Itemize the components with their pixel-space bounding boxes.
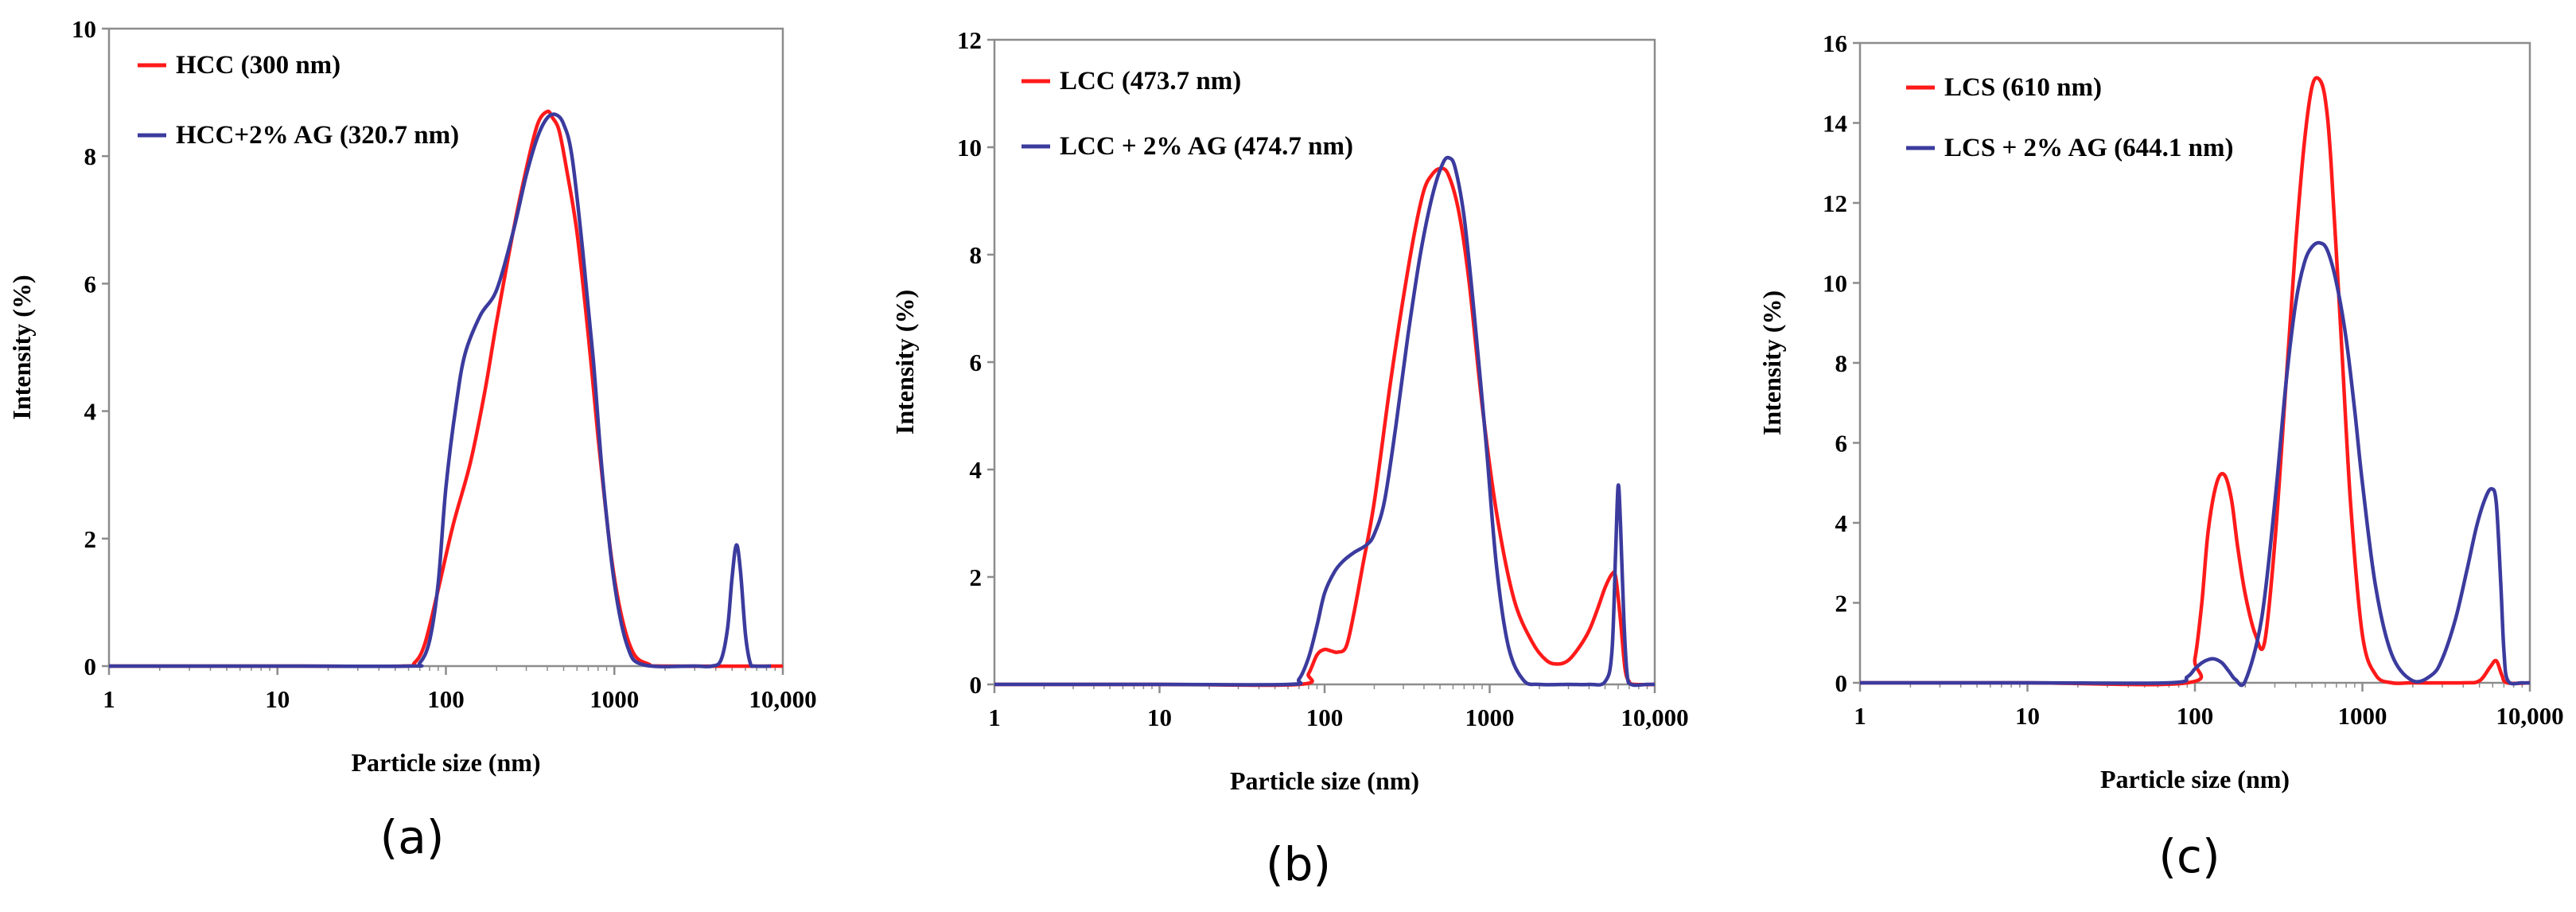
y-tick-label: 14	[1823, 110, 1847, 138]
y-tick-label: 6	[1835, 430, 1848, 458]
x-tick-label: 1	[1854, 702, 1866, 730]
y-tick-label: 2	[1835, 590, 1848, 618]
x-tick-label: 10	[1147, 703, 1172, 731]
legend-label: LCC (473.7 nm)	[1060, 67, 1241, 95]
y-tick-label: 6	[970, 349, 983, 376]
y-tick-label: 6	[84, 270, 97, 298]
legend-label: HCC (300 nm)	[176, 51, 340, 80]
x-tick-label: 1000	[1465, 703, 1515, 731]
y-tick-label: 8	[970, 241, 983, 269]
chart-panel-2: 0 2 4 6 8 10 12 1 10 100 1000 10,000 Particle size (…	[890, 26, 1689, 891]
y-tick-label: 8	[1835, 349, 1848, 377]
series-line-1	[1859, 76, 2531, 687]
y-axis-title: Intensity (%)	[7, 275, 36, 419]
y-tick-label: 16	[1823, 29, 1847, 57]
x-axis-title: Particle size (nm)	[2100, 765, 2290, 793]
y-tick-label: 0	[84, 653, 97, 680]
x-tick-label: 10,000	[749, 685, 816, 713]
legend-label: LCC + 2% AG (474.7 nm)	[1060, 132, 1353, 161]
panel-label: (a)	[380, 810, 445, 864]
y-tick-label: 10	[1823, 270, 1847, 298]
chart-panel-3: 0 2 4 6 8 10 12 14 16 1 10 100 1000 10,000 Particle si…	[1757, 29, 2564, 883]
y-tick-label: 8	[84, 142, 97, 170]
y-tick-label: 4	[970, 456, 983, 484]
panel-label: (c)	[2158, 829, 2220, 883]
x-tick-label: 10	[265, 685, 290, 713]
series-line-1	[109, 109, 784, 668]
series-line-2	[994, 155, 1655, 688]
chart-panel-1: 0 2 4 6 8 10 1 10 100 1000 10,000 Particle size (nm…	[7, 15, 817, 864]
y-axis-title: Intensity (%)	[1757, 290, 1786, 435]
x-axis-title: Particle size (nm)	[351, 748, 540, 777]
x-tick-label: 1000	[590, 685, 639, 713]
y-tick-label: 10	[72, 15, 96, 43]
x-tick-label: 10,000	[2496, 702, 2563, 730]
y-tick-label: 2	[970, 563, 983, 591]
series-line-2	[109, 112, 772, 668]
series-line-2	[1859, 240, 2531, 688]
y-tick-label: 0	[1835, 669, 1848, 697]
x-axis-title: Particle size (nm)	[1230, 766, 1419, 795]
legend-label: LCS (610 nm)	[1944, 73, 2102, 102]
y-tick-label: 12	[1823, 189, 1847, 217]
legend-label: LCS + 2% AG (644.1 nm)	[1944, 134, 2234, 162]
x-tick-label: 100	[427, 685, 465, 713]
y-axis-title: Intensity (%)	[890, 290, 919, 435]
y-tick-label: 2	[84, 525, 97, 553]
x-tick-label: 10	[2015, 702, 2040, 730]
x-tick-label: 1	[103, 685, 115, 713]
x-tick-label: 100	[2177, 702, 2214, 730]
legend-label: HCC+2% AG (320.7 nm)	[176, 121, 459, 150]
y-tick-label: 4	[84, 398, 97, 426]
y-tick-label: 10	[957, 134, 982, 162]
series-line-1	[994, 166, 1656, 688]
x-tick-label: 1000	[2338, 702, 2387, 730]
panel-label: (b)	[1266, 837, 1331, 891]
x-tick-label: 10,000	[1621, 703, 1688, 731]
x-tick-label: 100	[1306, 703, 1344, 731]
x-tick-label: 1	[988, 703, 1001, 731]
y-tick-label: 0	[970, 671, 983, 699]
y-tick-label: 12	[957, 26, 982, 54]
y-tick-label: 4	[1835, 509, 1848, 537]
